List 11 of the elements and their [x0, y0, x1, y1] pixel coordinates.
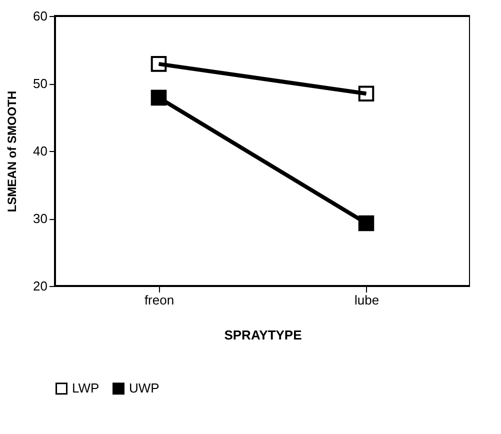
- y-tick-label: 50: [33, 76, 48, 91]
- x-axis-title: SPRAYTYPE: [224, 328, 302, 342]
- legend-label: LWP: [72, 380, 100, 396]
- y-axis-title: LSMEAN of SMOOTH: [5, 90, 20, 212]
- y-tick-label: 40: [33, 144, 48, 158]
- y-tick-label: 30: [33, 211, 48, 226]
- y-tick-label: 20: [33, 278, 48, 294]
- legend-label: UWP: [129, 380, 160, 396]
- x-tick-label: lube: [354, 292, 380, 308]
- y-tick-label: 60: [33, 8, 48, 24]
- x-tick-label: freon: [144, 292, 174, 308]
